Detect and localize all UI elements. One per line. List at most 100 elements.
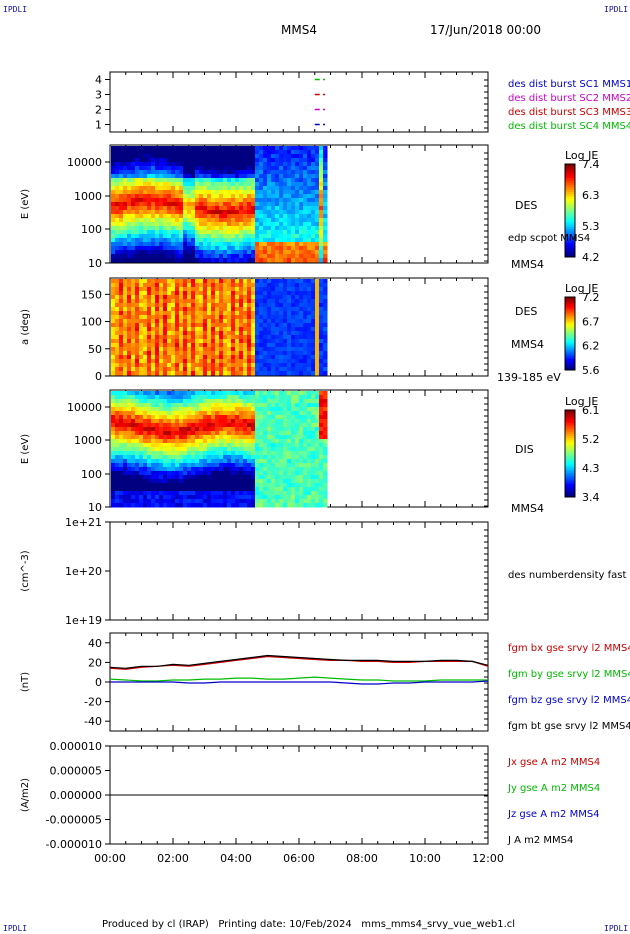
xtick-label: 02:00	[157, 852, 189, 865]
dis-energy-colorbar	[564, 409, 576, 498]
ytick-label: -0.000005	[46, 814, 102, 827]
colorbar-title: Log JE	[565, 395, 598, 408]
legend-burst-2: des dist burst SC2 MMS2	[508, 93, 630, 104]
ytick-label: 10000	[67, 401, 102, 414]
xtick-label: 00:00	[94, 852, 126, 865]
ytick-label: 50	[88, 343, 102, 356]
corner-label-br: IPDLI	[604, 924, 629, 933]
ytick-label: 1	[95, 119, 102, 132]
ytick-label: -20	[84, 696, 102, 709]
xtick-label: 12:00	[472, 852, 504, 865]
colorbar-tick: 6.1	[582, 404, 600, 417]
ytick-label: 3	[95, 89, 102, 102]
colorbar-tick: 4.2	[582, 251, 600, 264]
panel-ticks-7	[125, 746, 488, 844]
colorbar-tick: 5.2	[582, 433, 600, 446]
corner-label-tr: IPDLI	[604, 5, 629, 14]
panel-frame-5	[109, 521, 489, 621]
legend-bfield-4: fgm bt gse srvy l2 MMS4	[508, 721, 630, 732]
ytick-label: 0	[95, 370, 102, 383]
sc-label-des-pitch: MMS4	[511, 338, 544, 351]
ytick-label: 1e+21	[65, 516, 102, 529]
footer-text: Produced by cl (IRAP) Printing date: 10/…	[102, 919, 516, 930]
panel-ticks-5	[125, 522, 488, 620]
series-line-by	[109, 676, 488, 682]
colorbar-tick: 7.2	[582, 291, 600, 304]
legend-burst-3: des dist burst SC3 MMS3	[508, 107, 630, 118]
series-line-bx	[109, 655, 489, 670]
sc-label-dis: MMS4	[511, 502, 544, 515]
ytick-label: 0.000005	[50, 765, 103, 778]
panel-ticks-1	[125, 72, 488, 132]
overlay-label: edp scpot MMS4	[508, 233, 590, 244]
ytick-label: 1e+20	[65, 565, 102, 578]
ytick-label: 150	[81, 288, 102, 301]
colorbar-tick: 3.4	[582, 491, 600, 504]
legend-current-4: J A m2 MMS4	[507, 835, 573, 846]
colorbar-tick: 6.2	[582, 340, 600, 353]
energy-range-label: 139-185 eV	[497, 371, 561, 384]
y-axis-label: (cm^-3)	[20, 550, 31, 591]
legend-bfield-1: fgm bx gse srvy l2 MMS4	[508, 643, 630, 654]
colorbar-tick: 4.3	[582, 462, 600, 475]
ytick-label: 10000	[67, 156, 102, 169]
panel-ticks-6	[125, 633, 488, 731]
date-title: 17/Jun/2018 00:00	[430, 23, 542, 37]
colorbar-tick: 6.7	[582, 315, 600, 328]
instrument-label-dis: DIS	[515, 443, 534, 456]
ytick-label: 10	[88, 501, 102, 514]
legend-current-1: Jx gse A m2 MMS4	[507, 757, 600, 768]
colorbar-tick: 5.3	[582, 220, 600, 233]
sc-label-des-energy: MMS4	[511, 258, 544, 271]
ytick-label: 100	[81, 316, 102, 329]
ytick-label: 1000	[74, 434, 102, 447]
colorbar-tick: 5.6	[582, 364, 600, 377]
xtick-label: 08:00	[346, 852, 378, 865]
corner-label-tl: IPDLI	[3, 5, 28, 14]
instrument-label-des: DES	[515, 199, 537, 212]
xtick-label: 04:00	[220, 852, 252, 865]
ytick-label: 4	[95, 74, 102, 87]
des-energy-spectrogram	[111, 146, 328, 263]
colorbar-tick: 7.4	[582, 158, 600, 171]
spacecraft-title: MMS4	[281, 23, 317, 37]
ytick-label: -0.000010	[46, 838, 102, 851]
xtick-label: 10:00	[409, 852, 441, 865]
y-axis-label: a (deg)	[20, 309, 31, 345]
series-line-bz	[110, 680, 489, 685]
ytick-label: 10	[88, 257, 102, 270]
ytick-label: 0.000000	[50, 789, 103, 802]
ytick-label: 0.000010	[50, 740, 103, 753]
ytick-label: 1000	[74, 190, 102, 203]
y-axis-label: E (eV)	[20, 189, 31, 219]
ytick-label: 1e+19	[65, 614, 102, 627]
corner-label-bl: IPDLI	[3, 924, 28, 933]
legend-current-3: Jz gse A m2 MMS4	[507, 809, 600, 820]
instrument-label-des-pitch: DES	[515, 305, 537, 318]
legend-bfield-3: fgm bz gse srvy l2 MMS4	[508, 695, 630, 706]
xtick-label: 06:00	[283, 852, 315, 865]
y-axis-label: (nT)	[20, 672, 31, 692]
ytick-label: 100	[81, 223, 102, 236]
des-pitch-colorbar	[564, 296, 576, 371]
legend-burst-4: des dist burst SC4 MMS4	[508, 121, 630, 132]
y-axis-label: E (eV)	[20, 434, 31, 464]
dis-energy-spectrogram	[111, 391, 328, 508]
panel-frame-1	[109, 71, 489, 133]
legend-bfield-2: fgm by gse srvy l2 MMS4	[508, 669, 630, 680]
ytick-label: 100	[81, 468, 102, 481]
ytick-label: -40	[84, 715, 102, 728]
colorbar-title: Log JE	[565, 149, 598, 162]
legend-density: des numberdensity fast M	[508, 570, 630, 581]
des-energy-colorbar	[564, 163, 576, 258]
ytick-label: 2	[95, 104, 102, 117]
y-axis-label: (A/m2)	[20, 778, 31, 812]
ytick-label: 20	[88, 656, 102, 669]
ytick-label: 0	[95, 676, 102, 689]
des-pitch-spectrogram	[111, 279, 328, 376]
colorbar-title: Log JE	[565, 282, 598, 295]
series-line-bt	[109, 654, 489, 669]
legend-burst-1: des dist burst SC1 MMS1	[508, 79, 630, 90]
legend-current-2: Jy gse A m2 MMS4	[507, 783, 600, 794]
